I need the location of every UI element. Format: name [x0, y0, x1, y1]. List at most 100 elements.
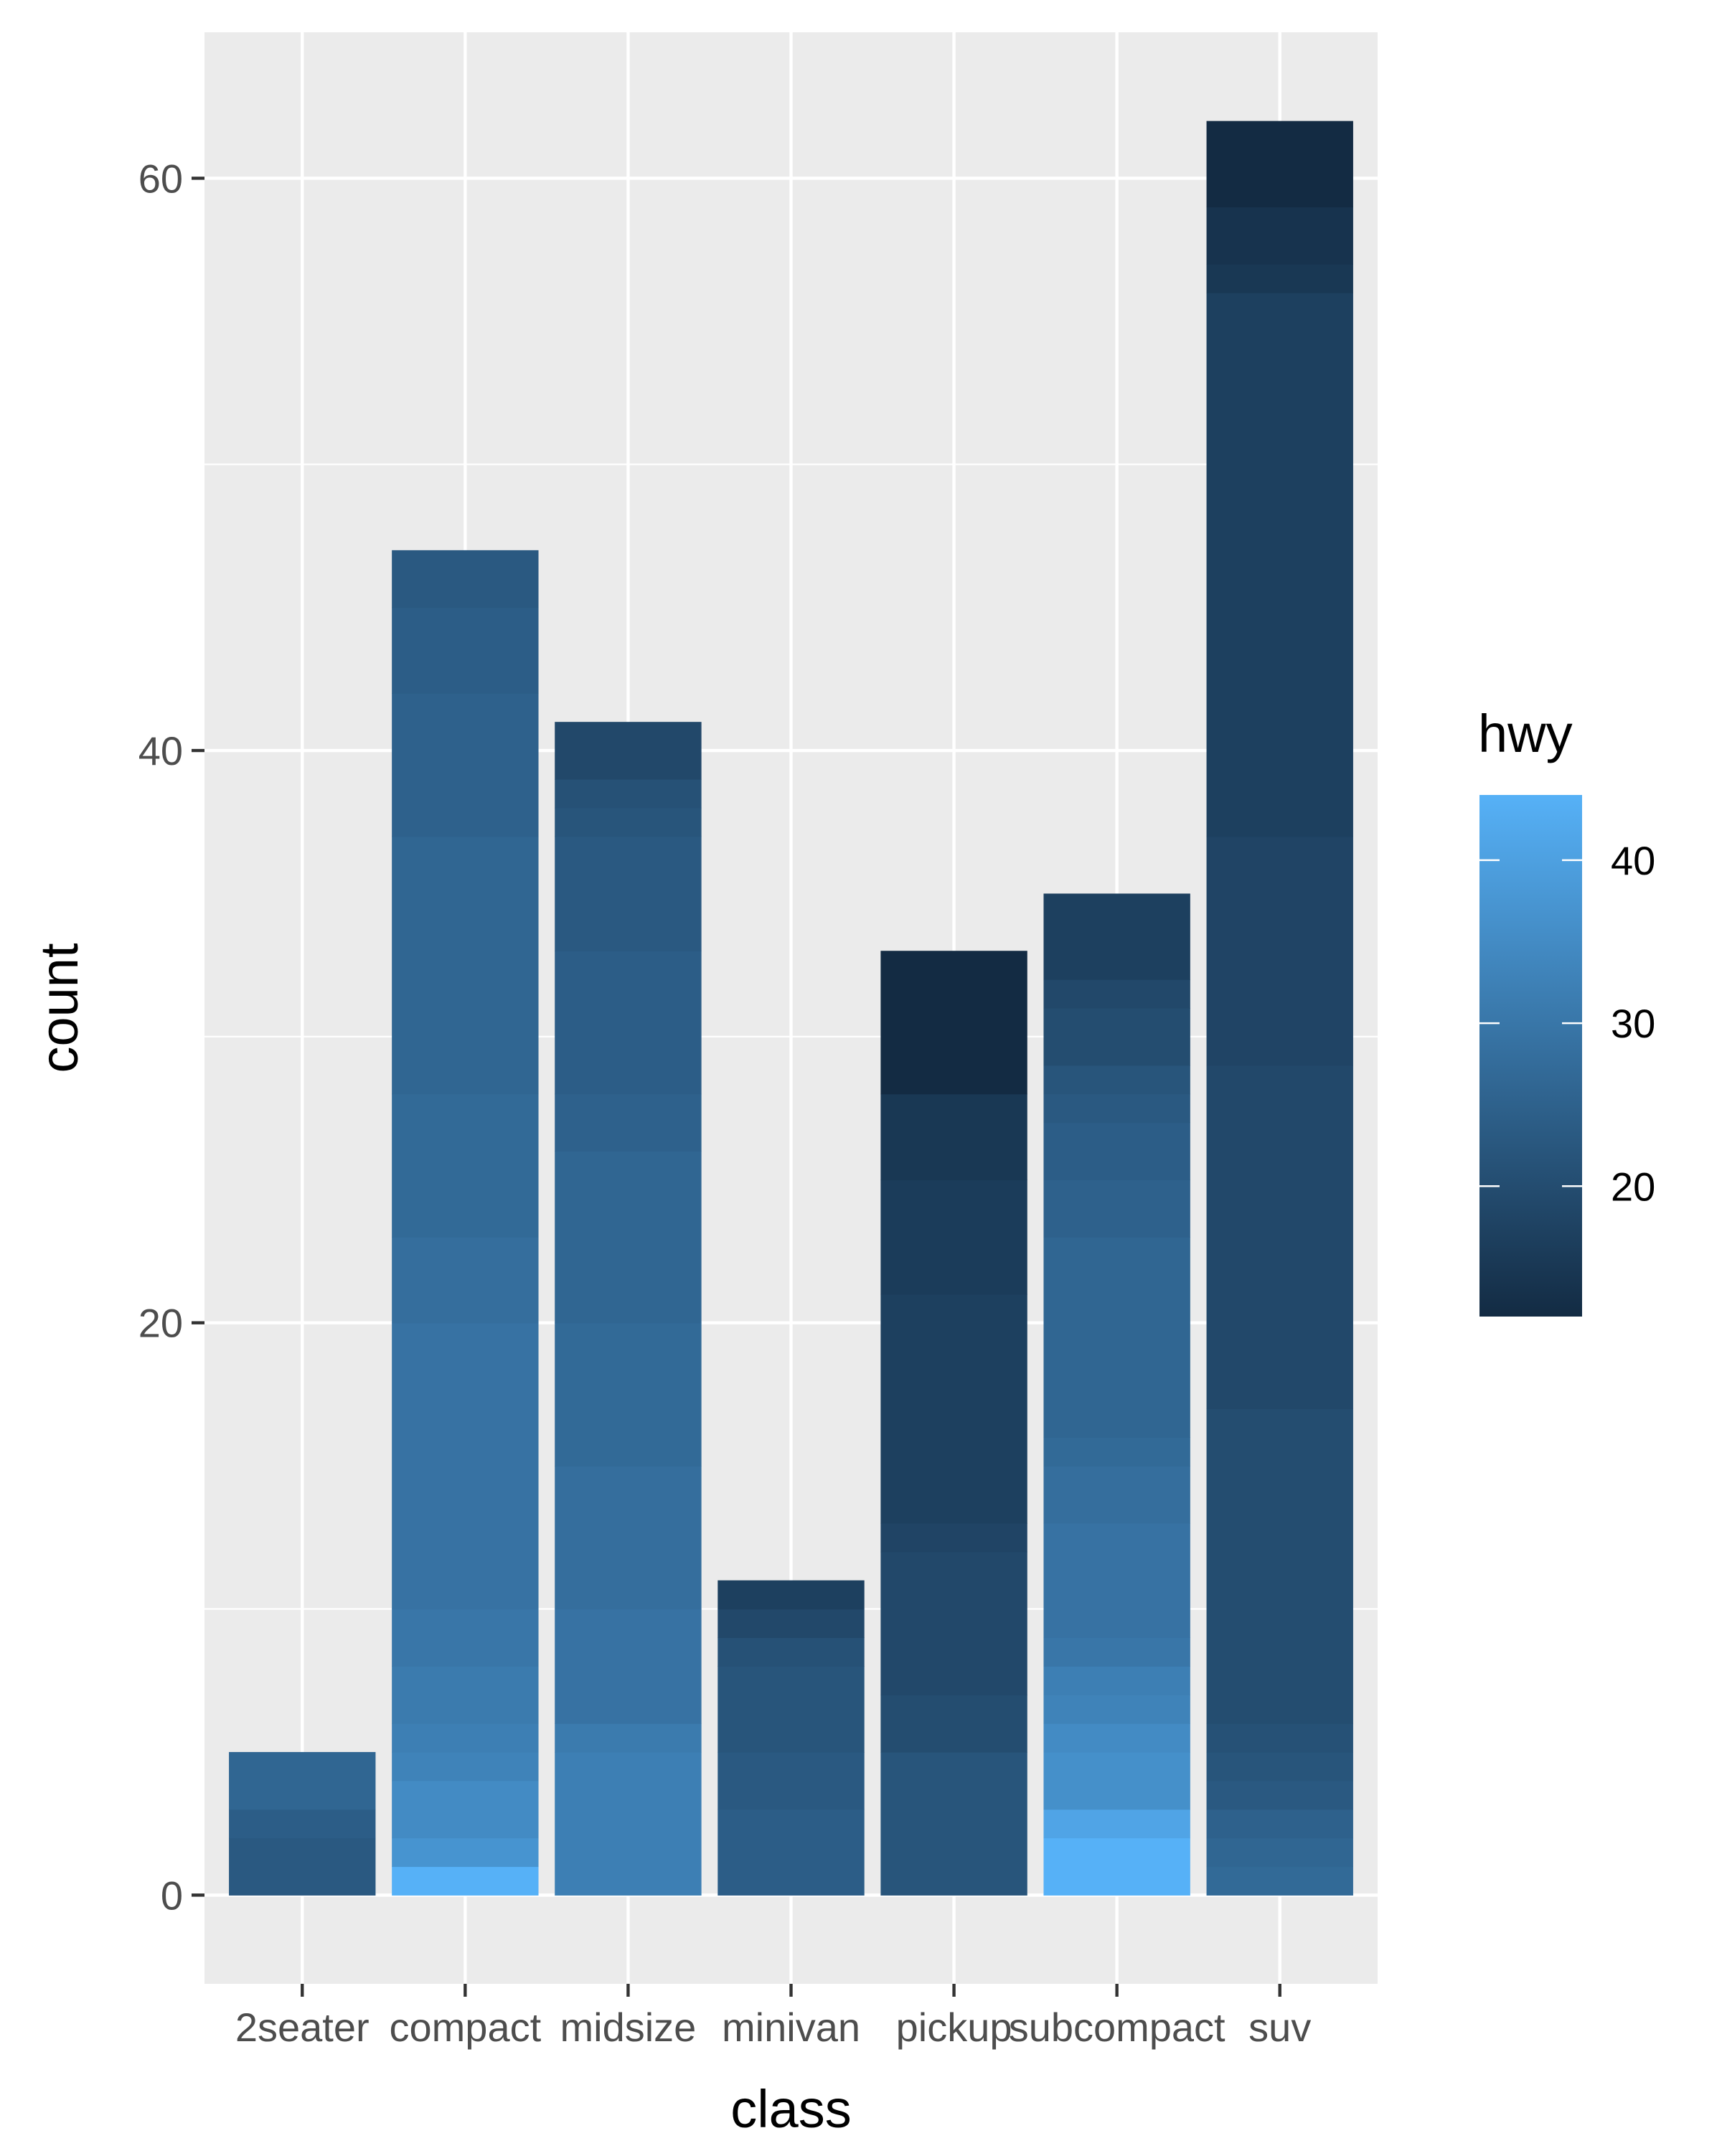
bar-segment	[392, 693, 539, 837]
bar-segment	[1206, 836, 1353, 1066]
bar-segment	[555, 722, 702, 780]
bar-segment	[1206, 1866, 1353, 1896]
bar-segment	[880, 1093, 1027, 1180]
bar-segment	[1206, 1780, 1353, 1810]
bar-segment	[555, 807, 702, 837]
bar-segment	[880, 1180, 1027, 1295]
bar-segment	[392, 1751, 539, 1781]
bar-segment	[880, 1522, 1027, 1553]
bar-segment	[718, 1609, 865, 1639]
bar-segment	[392, 1322, 539, 1610]
bar-segment	[1206, 121, 1353, 207]
bar-segment	[392, 550, 539, 608]
bar-segment	[1043, 1180, 1190, 1238]
bar-segment	[1206, 207, 1353, 265]
bar-segment	[880, 1751, 1027, 1896]
bar-segment	[1206, 1723, 1353, 1753]
bar-segment	[392, 607, 539, 694]
bar-segment	[229, 1751, 376, 1810]
bar-segment	[555, 836, 702, 951]
bar-segment	[1206, 292, 1353, 837]
bar-segment	[1043, 979, 1190, 1009]
x-axis-title: class	[730, 2079, 852, 2139]
bar-segment	[1206, 1408, 1353, 1724]
bar-segment	[555, 1723, 702, 1753]
bar-segment	[880, 1294, 1027, 1524]
bar-segment	[1043, 1637, 1190, 1667]
bar-segment	[555, 1151, 702, 1324]
bar-segment	[880, 951, 1027, 1095]
y-axis-title: count	[29, 943, 89, 1073]
bar-segment	[1043, 1437, 1190, 1467]
legend: hwy 20 30 40	[1478, 704, 1655, 1317]
bar-segment	[1043, 1008, 1190, 1066]
bar-segment	[392, 1780, 539, 1839]
bar-segment	[555, 778, 702, 809]
bar-segment	[392, 1666, 539, 1724]
x-tick-label: 2seater	[235, 2005, 370, 2050]
axes: 0 20 40 60 2seater compact midsize minivan picku…	[138, 156, 1312, 2050]
x-tick-label: compact	[390, 2005, 542, 2050]
legend-colorbar	[1479, 795, 1582, 1317]
x-tick-label: suv	[1248, 2005, 1311, 2050]
x-tick-label: pickup	[896, 2005, 1012, 2050]
bar-segment	[718, 1666, 865, 1753]
bar-segment	[1206, 1751, 1353, 1781]
bar-segment	[718, 1580, 865, 1610]
bar-segment	[718, 1809, 865, 1896]
x-tick-label: midsize	[560, 2005, 697, 2050]
bar-segment	[1043, 1809, 1190, 1839]
bar-segment	[880, 1695, 1027, 1753]
bar-segment	[392, 1723, 539, 1753]
bar-segment	[1043, 1751, 1190, 1810]
bar-segment	[1043, 1466, 1190, 1524]
bar-segment	[1043, 893, 1190, 980]
bar-segment	[1043, 1695, 1190, 1724]
bar-segment	[1043, 1122, 1190, 1180]
bar-segment	[555, 951, 702, 1095]
bar-minivan	[718, 1580, 865, 1896]
bar-segment	[1206, 1065, 1353, 1409]
y-tick-label: 60	[138, 156, 183, 201]
bar-segment	[392, 1609, 539, 1667]
bar-midsize	[555, 722, 702, 1896]
legend-tick-label: 30	[1611, 1001, 1655, 1046]
bar-segment	[1043, 1837, 1190, 1896]
bars	[229, 121, 1353, 1896]
bar-segment	[1043, 1065, 1190, 1095]
bar-segment	[1206, 264, 1353, 293]
bar-segment	[1043, 1522, 1190, 1639]
legend-title: hwy	[1478, 704, 1573, 763]
bar-segment	[718, 1751, 865, 1810]
bar-segment	[1206, 1837, 1353, 1868]
y-tick-label: 40	[138, 728, 183, 773]
bar-segment	[555, 1322, 702, 1467]
legend-tick-label: 20	[1611, 1164, 1655, 1209]
bar-segment	[1043, 1723, 1190, 1753]
x-tick-label: minivan	[722, 2005, 860, 2050]
bar-segment	[392, 1866, 539, 1896]
bar-pickup	[880, 951, 1027, 1896]
bar-segment	[555, 1466, 702, 1610]
bar-segment	[392, 1237, 539, 1324]
y-tick-label: 0	[161, 1873, 183, 1918]
bar-segment	[1043, 1666, 1190, 1695]
bar-segment	[555, 1609, 702, 1724]
legend-tick-label: 40	[1611, 838, 1655, 883]
bar-segment	[555, 1751, 702, 1896]
bar-segment	[392, 836, 539, 1095]
bar-segment	[1043, 1237, 1190, 1438]
bar-subcompact	[1043, 893, 1190, 1896]
bar-2seater	[229, 1751, 376, 1896]
bar-segment	[555, 1093, 702, 1152]
x-tick-label: subcompact	[1009, 2005, 1225, 2050]
bar-segment	[229, 1809, 376, 1839]
bar-segment	[392, 1093, 539, 1238]
y-tick-label: 20	[138, 1301, 183, 1346]
bar-segment	[392, 1837, 539, 1868]
bar-segment	[229, 1837, 376, 1896]
bar-segment	[880, 1551, 1027, 1695]
bar-segment	[1043, 1093, 1190, 1124]
